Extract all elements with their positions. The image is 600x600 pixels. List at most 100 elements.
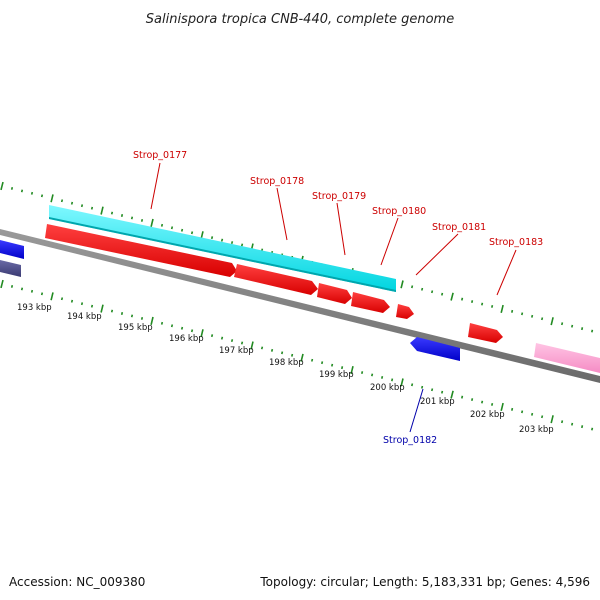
gene-arrow-strop-0181[interactable] <box>396 304 414 319</box>
ruler-tick <box>391 378 394 382</box>
ruler-tick <box>531 412 534 416</box>
left-gene-dark[interactable] <box>0 260 21 277</box>
outer-tick <box>50 194 54 203</box>
ruler-tick <box>10 285 14 288</box>
ruler-label: 197 kbp <box>219 346 254 356</box>
ruler-tick <box>90 304 94 308</box>
outer-tick <box>170 226 174 230</box>
gene-arrow-strop-0182[interactable] <box>410 337 460 361</box>
ruler-tick <box>50 292 54 301</box>
gene-label-strop-0178[interactable]: Strop_0178 <box>250 176 304 187</box>
ruler-tick <box>561 420 564 424</box>
ruler-tick <box>500 402 504 411</box>
ruler-tick <box>381 376 384 379</box>
ruler-tick <box>521 410 524 414</box>
ruler-tick <box>311 358 314 362</box>
outer-tick <box>70 201 74 205</box>
outer-tick <box>0 181 4 191</box>
ruler-label: 199 kbp <box>319 370 354 380</box>
gene-label-strop-0181[interactable]: Strop_0181 <box>432 222 486 233</box>
outer-tick <box>441 292 444 296</box>
gene-label-strop-0179[interactable]: Strop_0179 <box>312 191 366 202</box>
ruler-tick <box>511 407 514 411</box>
gene-arrow-strop-0180[interactable] <box>351 292 390 313</box>
ruler-tick <box>150 316 154 325</box>
ruler-tick <box>411 383 414 387</box>
ruler-tick <box>80 302 84 306</box>
outer-tick <box>491 305 494 308</box>
ruler-label: 193 kbp <box>17 303 52 313</box>
outer-tick <box>100 206 104 215</box>
outer-tick <box>190 231 194 235</box>
gene-label-strop-0180[interactable]: Strop_0180 <box>372 206 426 217</box>
gene-arrow-strop-0179[interactable] <box>317 283 352 304</box>
ruler-tick <box>0 279 4 289</box>
outer-tick <box>40 194 44 198</box>
ruler-tick <box>571 422 574 426</box>
ruler-tick <box>40 292 44 296</box>
ruler-tick <box>441 390 444 394</box>
outer-tick <box>120 214 124 217</box>
ruler-tick <box>371 373 374 377</box>
ruler-tick <box>240 341 244 345</box>
gene-label-strop-0183[interactable]: Strop_0183 <box>489 237 543 248</box>
ruler-tick <box>541 415 544 419</box>
outer-tick <box>431 290 434 294</box>
ruler-labels: 193 kbp 194 kbp 195 kbp 196 kbp 197 kbp … <box>17 303 554 435</box>
ruler-tick <box>581 425 584 429</box>
outer-tick <box>500 304 504 313</box>
ruler-label: 201 kbp <box>420 397 455 407</box>
outer-tick <box>550 317 554 326</box>
outer-tick <box>110 211 114 215</box>
ruler-tick <box>120 312 124 315</box>
ruler-tick <box>421 385 424 389</box>
ruler-label: 196 kbp <box>169 334 204 344</box>
ruler-tick <box>491 403 494 406</box>
ruler-tick <box>461 395 464 399</box>
ruler-tick <box>350 366 354 375</box>
ruler-label: 203 kbp <box>519 425 554 435</box>
outer-tick <box>471 300 474 303</box>
ruler-tick <box>190 329 194 333</box>
ruler-tick <box>180 326 184 330</box>
outer-tick-track <box>0 181 594 333</box>
cds-feature-band[interactable] <box>49 205 396 292</box>
ruler-tick <box>270 348 274 352</box>
ruler-tick <box>281 351 284 355</box>
outer-tick <box>531 314 534 318</box>
left-gene-blue[interactable] <box>0 240 24 259</box>
ruler-tick <box>160 321 164 325</box>
ruler-tick <box>321 361 324 365</box>
ruler-tick <box>300 353 304 362</box>
ruler-label: 202 kbp <box>470 410 505 420</box>
outer-tick <box>150 218 154 227</box>
ruler-tick <box>30 289 34 293</box>
ruler-tick <box>200 329 204 338</box>
ruler-label: 195 kbp <box>118 323 153 333</box>
gene-arrow-strop-0183[interactable] <box>468 323 503 343</box>
ruler-tick <box>170 324 174 328</box>
gene-label-strop-0177[interactable]: Strop_0177 <box>133 150 187 161</box>
outer-tick <box>20 189 24 193</box>
ruler-tick <box>331 363 334 367</box>
gene-label-strop-0182[interactable]: Strop_0182 <box>383 435 437 446</box>
gene-arrow-strop-0177[interactable] <box>45 224 237 277</box>
ruler-tick <box>20 287 24 291</box>
gene-arrow-strop-0178[interactable] <box>234 264 318 295</box>
ruler-tick <box>140 317 144 320</box>
ruler-tick <box>431 388 434 392</box>
ruler-tick <box>361 371 364 374</box>
ruler-tick <box>210 334 214 338</box>
outer-tick <box>60 199 64 203</box>
outer-tick <box>240 243 244 247</box>
right-feature-pink[interactable] <box>534 343 600 373</box>
ruler-tick <box>220 336 224 340</box>
outer-tick <box>521 312 524 316</box>
outer-tick <box>481 302 484 306</box>
outer-tick <box>400 280 404 289</box>
ruler-tick <box>60 297 64 301</box>
ruler-tick <box>100 304 104 313</box>
ruler-tick <box>250 341 254 350</box>
ruler-tick <box>341 366 344 370</box>
